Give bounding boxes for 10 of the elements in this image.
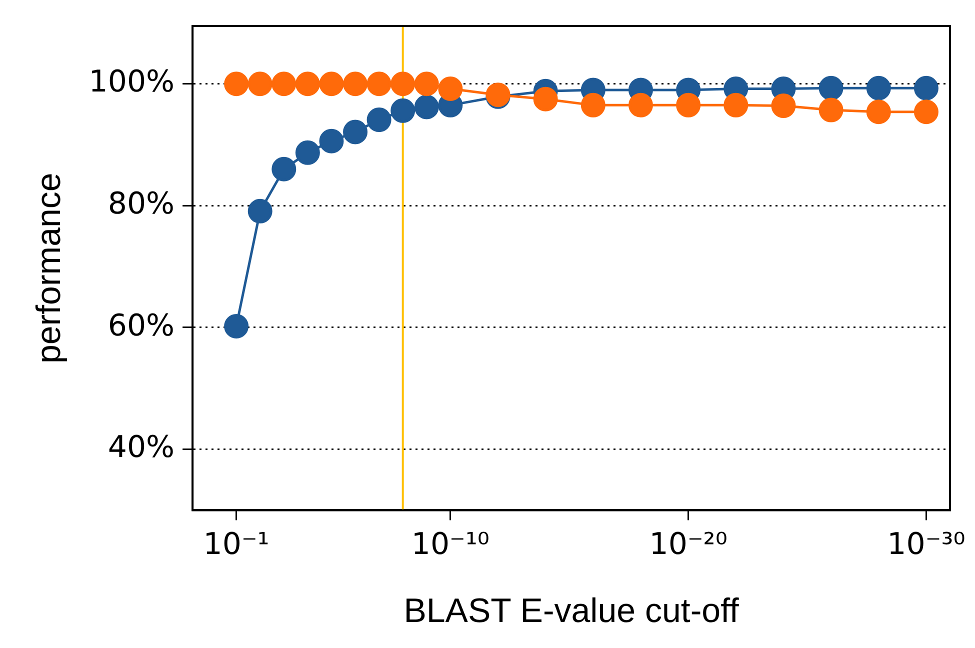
x-axis-title: BLAST E-value cut-off [404, 592, 740, 630]
x-tick-label: 10⁻²⁰ [649, 526, 728, 562]
y-tick-label: 40% [108, 430, 175, 466]
x-tick-label: 10⁻¹⁰ [411, 526, 490, 562]
x-tick-label: 10⁻³⁰ [887, 526, 966, 562]
y-tick-label: 80% [108, 186, 175, 222]
y-tick-label: 60% [108, 308, 175, 344]
y-tick-label: 100% [88, 64, 175, 100]
y-axis-title: performance [30, 172, 68, 364]
x-tick-label: 10⁻¹ [203, 526, 270, 562]
